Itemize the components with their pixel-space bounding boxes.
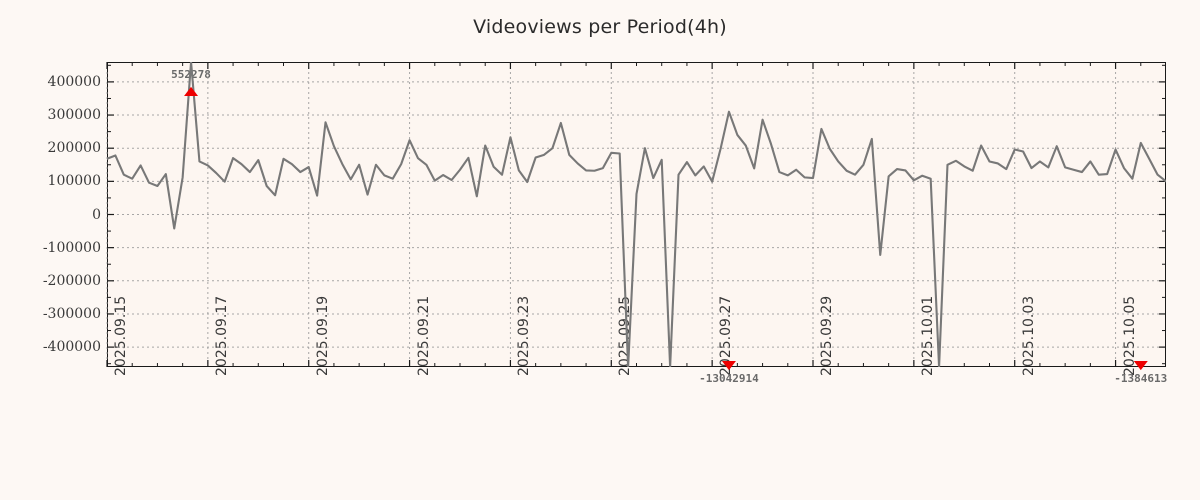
- min-annotation-1: -13042914: [699, 372, 759, 385]
- y-axis-tick-label: 300000: [47, 107, 101, 124]
- x-axis-tick-label: 2025.09.19: [314, 295, 331, 376]
- x-axis-tick-label: 2025.09.15: [113, 295, 129, 376]
- x-axis-tick-label: 2025.10.05: [1121, 295, 1138, 376]
- x-axis-tick-label: 2025.10.01: [919, 295, 936, 376]
- x-axis-tick-label: 2025.10.03: [1020, 295, 1037, 376]
- y-axis-tick-label: 200000: [47, 140, 101, 157]
- y-axis-tick-label: 100000: [47, 173, 101, 190]
- y-axis-tick-label: -100000: [42, 239, 101, 256]
- min-annotation-2: -1384613: [1114, 372, 1168, 385]
- x-axis-tick-label: 2025.09.27: [718, 295, 735, 376]
- chart-title: Videoviews per Period(4h): [473, 16, 727, 38]
- y-axis-tick-label: 400000: [47, 73, 101, 90]
- x-axis-tick-label: 2025.09.17: [213, 295, 230, 376]
- x-axis-tick-label: 2025.09.25: [617, 295, 634, 376]
- max-annotation: 552278: [171, 68, 211, 81]
- y-axis-tick-label: -400000: [42, 339, 101, 356]
- y-axis-tick-labels: 400000 300000 200000 100000 0 -100000 -200000 -…: [0, 0, 101, 500]
- y-axis-tick-label: -200000: [42, 272, 101, 289]
- y-axis-tick-label: 0: [92, 206, 101, 223]
- y-axis-tick-label: -300000: [42, 305, 101, 322]
- x-axis-tick-label: 2025.09.29: [819, 295, 835, 376]
- x-axis-tick-label: 2025.09.21: [415, 295, 432, 376]
- plot-area: [107, 62, 1166, 367]
- x-axis-tick-label: 2025.09.23: [516, 295, 533, 376]
